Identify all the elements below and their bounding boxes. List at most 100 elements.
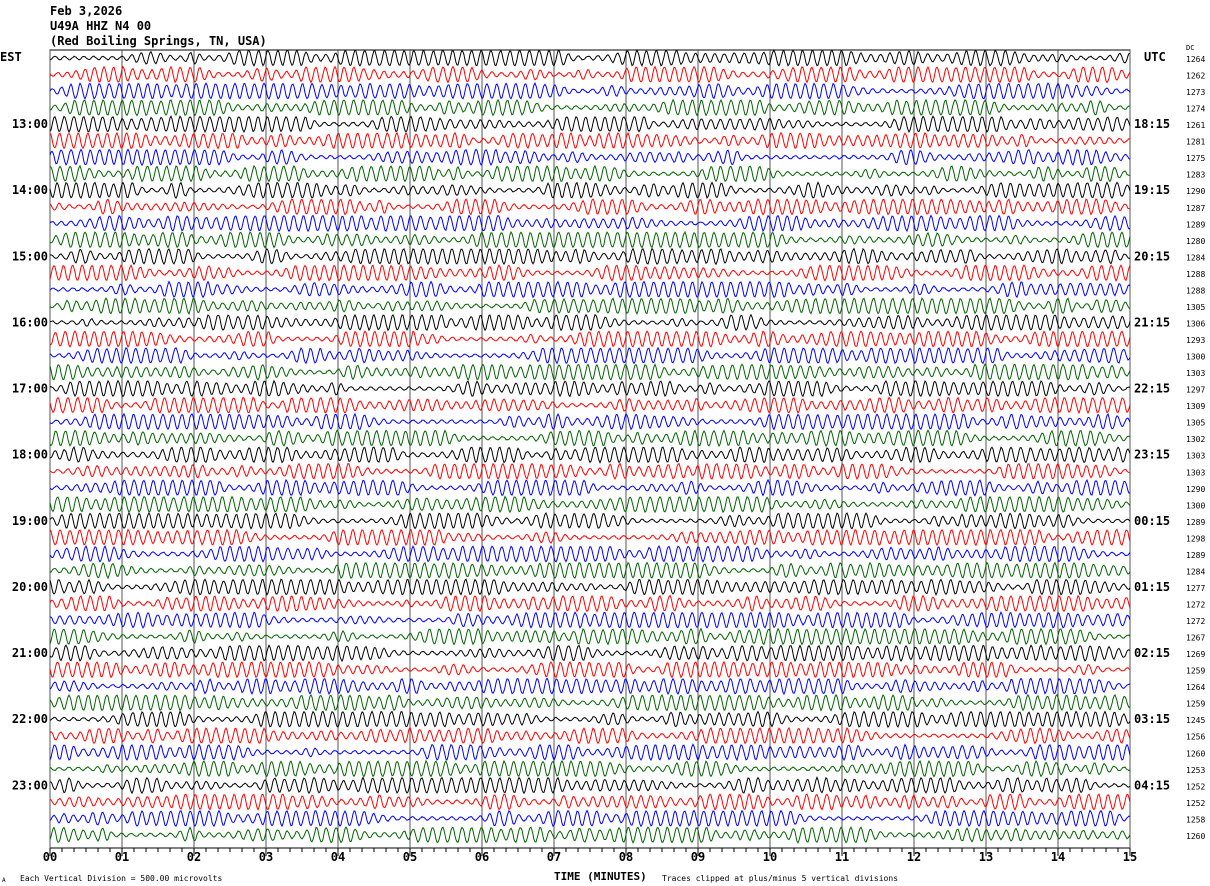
est-hour-label: 16:00 bbox=[12, 315, 48, 329]
x-tick-label: 01 bbox=[115, 850, 129, 864]
dc-offset-label: 1264 bbox=[1186, 55, 1205, 64]
x-tick-label: 14 bbox=[1051, 850, 1065, 864]
dc-offset-label: 1273 bbox=[1186, 88, 1205, 97]
seismic-trace bbox=[49, 429, 1131, 448]
dc-offset-label: 1309 bbox=[1186, 402, 1205, 411]
seismic-trace bbox=[49, 49, 1130, 67]
dc-offset-label: 1277 bbox=[1186, 584, 1205, 593]
seismic-trace bbox=[49, 710, 1131, 729]
station-location: (Red Boiling Springs, TN, USA) bbox=[50, 34, 267, 48]
dc-offset-label: 1259 bbox=[1186, 700, 1205, 709]
dc-offset-label: 1275 bbox=[1186, 154, 1205, 163]
dc-offset-label: 1256 bbox=[1186, 733, 1205, 742]
utc-hour-label: 03:15 bbox=[1134, 712, 1170, 726]
seismic-trace bbox=[49, 528, 1131, 547]
dc-offset-label: 1305 bbox=[1186, 419, 1205, 428]
x-tick-label: 05 bbox=[403, 850, 417, 864]
seismic-trace bbox=[49, 759, 1131, 778]
utc-hour-label: 23:15 bbox=[1134, 448, 1170, 462]
x-tick-label: 07 bbox=[547, 850, 561, 864]
chart-date: Feb 3,2026 bbox=[50, 4, 123, 18]
seismic-trace bbox=[49, 578, 1131, 597]
dc-offset-label: 1284 bbox=[1186, 253, 1205, 262]
utc-hour-label: 04:15 bbox=[1134, 778, 1170, 792]
dc-offset-label: 1290 bbox=[1186, 187, 1205, 196]
seismic-trace bbox=[49, 379, 1131, 398]
est-hour-label: 13:00 bbox=[12, 117, 48, 131]
seismic-trace bbox=[49, 809, 1131, 828]
dc-offset-label: 1306 bbox=[1186, 319, 1205, 328]
seismic-trace bbox=[49, 181, 1131, 200]
seismic-trace bbox=[49, 82, 1131, 101]
seismic-trace bbox=[49, 297, 1131, 315]
seismic-trace bbox=[49, 115, 1131, 134]
dc-offset-label: 1290 bbox=[1186, 485, 1205, 494]
dc-label: DC bbox=[1186, 44, 1194, 52]
seismic-trace bbox=[49, 198, 1131, 216]
utc-hour-label: 01:15 bbox=[1134, 580, 1170, 594]
x-tick-label: 02 bbox=[187, 850, 201, 864]
x-tick-label: 08 bbox=[619, 850, 633, 864]
dc-offset-label: 1288 bbox=[1186, 286, 1205, 295]
x-tick-label: 10 bbox=[763, 850, 777, 864]
dc-offset-label: 1289 bbox=[1186, 551, 1205, 560]
x-tick-label: 12 bbox=[907, 850, 921, 864]
utc-hour-label: 22:15 bbox=[1134, 382, 1170, 396]
seismic-trace bbox=[49, 660, 1131, 679]
seismic-trace bbox=[49, 826, 1131, 844]
seismic-trace bbox=[49, 346, 1131, 365]
x-tick-label: 00 bbox=[43, 850, 57, 864]
utc-axis-label: UTC bbox=[1144, 50, 1166, 64]
seismic-trace bbox=[49, 445, 1131, 464]
dc-offset-label: 1280 bbox=[1186, 237, 1205, 246]
dc-offset-label: 1303 bbox=[1186, 452, 1205, 461]
seismic-trace bbox=[49, 65, 1131, 84]
seismic-trace bbox=[49, 677, 1131, 696]
dc-offset-label: 1289 bbox=[1186, 518, 1205, 527]
seismic-trace bbox=[49, 98, 1131, 117]
seismic-trace bbox=[49, 164, 1131, 183]
scale-note: Each Vertical Division = 500.00 microvol… bbox=[20, 874, 222, 883]
est-hour-label: 21:00 bbox=[12, 646, 48, 660]
dc-offset-label: 1245 bbox=[1186, 716, 1205, 725]
dc-offset-label: 1264 bbox=[1186, 683, 1205, 692]
dc-offset-label: 1303 bbox=[1186, 468, 1205, 477]
dc-offset-label: 1284 bbox=[1186, 567, 1205, 576]
x-tick-label: 11 bbox=[835, 850, 849, 864]
seismic-trace bbox=[49, 148, 1131, 167]
dc-offset-label: 1272 bbox=[1186, 600, 1205, 609]
est-hour-label: 18:00 bbox=[12, 448, 48, 462]
dc-offset-label: 1298 bbox=[1186, 534, 1205, 543]
utc-hour-label: 00:15 bbox=[1134, 514, 1170, 528]
dc-offset-label: 1297 bbox=[1186, 386, 1205, 395]
seismic-trace bbox=[49, 561, 1131, 580]
utc-hour-label: 18:15 bbox=[1134, 117, 1170, 131]
seismic-trace bbox=[49, 264, 1131, 282]
dc-offset-label: 1252 bbox=[1186, 782, 1205, 791]
seismic-trace bbox=[49, 610, 1131, 629]
dc-offset-label: 1260 bbox=[1186, 832, 1205, 841]
seismic-trace bbox=[49, 363, 1131, 382]
seismic-trace bbox=[49, 412, 1131, 431]
corner-mark: A bbox=[2, 877, 6, 884]
est-hour-label: 23:00 bbox=[12, 778, 48, 792]
dc-offset-label: 1293 bbox=[1186, 336, 1205, 345]
est-hour-label: 22:00 bbox=[12, 712, 48, 726]
dc-offset-label: 1267 bbox=[1186, 634, 1205, 643]
utc-hour-label: 20:15 bbox=[1134, 249, 1170, 263]
dc-offset-label: 1259 bbox=[1186, 667, 1205, 676]
dc-offset-label: 1305 bbox=[1186, 303, 1205, 312]
station-id: U49A HHZ N4 00 bbox=[50, 19, 152, 33]
seismic-trace bbox=[49, 131, 1131, 150]
dc-offset-label: 1288 bbox=[1186, 270, 1205, 279]
seismic-trace bbox=[49, 793, 1131, 811]
seismic-trace bbox=[49, 544, 1131, 563]
seismic-trace bbox=[49, 280, 1131, 299]
dc-offset-label: 1302 bbox=[1186, 435, 1205, 444]
dc-offset-label: 1283 bbox=[1186, 171, 1205, 180]
plot-frame bbox=[49, 49, 1131, 849]
clip-note: Traces clipped at plus/minus 5 vertical … bbox=[662, 874, 898, 883]
seismic-trace bbox=[49, 396, 1131, 415]
seismic-trace bbox=[49, 478, 1131, 497]
seismic-trace bbox=[49, 313, 1131, 332]
